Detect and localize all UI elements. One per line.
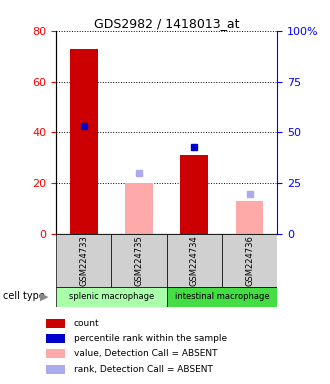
Bar — [46, 319, 65, 328]
Bar — [167, 287, 277, 307]
Text: GSM224733: GSM224733 — [79, 235, 88, 286]
Bar — [70, 48, 98, 234]
Bar — [46, 334, 65, 343]
Text: cell type: cell type — [3, 291, 45, 301]
Bar — [46, 349, 65, 358]
Bar — [112, 234, 167, 287]
Title: GDS2982 / 1418013_at: GDS2982 / 1418013_at — [94, 17, 239, 30]
Text: GSM224734: GSM224734 — [190, 235, 199, 286]
Text: splenic macrophage: splenic macrophage — [69, 293, 154, 301]
Bar — [236, 201, 263, 234]
Text: GSM224735: GSM224735 — [135, 235, 144, 286]
Text: count: count — [74, 319, 99, 328]
Text: GSM224736: GSM224736 — [245, 235, 254, 286]
Bar — [56, 234, 112, 287]
Text: value, Detection Call = ABSENT: value, Detection Call = ABSENT — [74, 349, 217, 358]
Bar — [167, 234, 222, 287]
Text: rank, Detection Call = ABSENT: rank, Detection Call = ABSENT — [74, 365, 213, 374]
Text: percentile rank within the sample: percentile rank within the sample — [74, 334, 227, 343]
Text: intestinal macrophage: intestinal macrophage — [175, 293, 269, 301]
Bar — [56, 287, 167, 307]
Bar — [222, 234, 277, 287]
Text: ▶: ▶ — [40, 291, 48, 301]
Bar — [125, 184, 153, 234]
Bar — [46, 365, 65, 374]
Bar — [181, 156, 208, 234]
